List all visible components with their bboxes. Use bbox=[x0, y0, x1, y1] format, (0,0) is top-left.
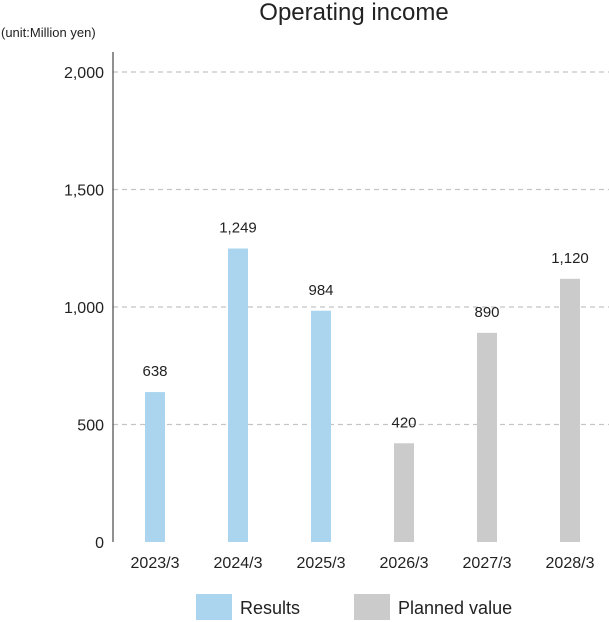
x-tick-label: 2023/3 bbox=[131, 555, 180, 572]
y-tick-labels: 0 500 1,000 1,500 2,000 bbox=[64, 65, 104, 552]
y-tick-label: 1,500 bbox=[64, 183, 104, 200]
bar bbox=[394, 443, 414, 542]
legend-swatch-results bbox=[196, 594, 232, 620]
legend-label-results: Results bbox=[240, 598, 300, 618]
value-label: 1,249 bbox=[219, 219, 257, 236]
y-tick-label: 500 bbox=[77, 418, 104, 435]
legend-swatch-planned bbox=[354, 594, 390, 620]
bar bbox=[477, 332, 497, 542]
x-tick-label: 2027/3 bbox=[463, 555, 512, 572]
value-label: 420 bbox=[391, 414, 416, 431]
value-label: 638 bbox=[142, 363, 167, 380]
bar bbox=[145, 392, 165, 542]
value-label: 890 bbox=[474, 304, 499, 321]
value-label: 984 bbox=[308, 282, 333, 299]
y-tick-label: 1,000 bbox=[64, 300, 104, 317]
x-tick-label: 2028/3 bbox=[546, 555, 595, 572]
bar bbox=[228, 248, 248, 543]
unit-label: (unit:Million yen) bbox=[1, 25, 96, 40]
x-tick-label: 2025/3 bbox=[297, 555, 346, 572]
legend: Results Planned value bbox=[196, 594, 512, 620]
gridlines bbox=[113, 71, 609, 426]
x-tick-label: 2024/3 bbox=[214, 555, 263, 572]
y-tick-label: 0 bbox=[95, 535, 104, 552]
bars bbox=[145, 248, 580, 543]
chart-title: Operating income bbox=[259, 0, 448, 26]
x-tick-label: 2026/3 bbox=[380, 555, 429, 572]
bar bbox=[311, 310, 331, 542]
bar bbox=[560, 278, 580, 542]
y-tick-label: 2,000 bbox=[64, 65, 104, 82]
x-tick-labels: 2023/3 2024/3 2025/3 2026/3 2027/3 2028/3 bbox=[131, 555, 595, 572]
legend-label-planned: Planned value bbox=[398, 598, 512, 618]
value-label: 1,120 bbox=[551, 250, 589, 267]
value-labels: 638 1,249 984 420 890 1,120 bbox=[142, 219, 588, 431]
